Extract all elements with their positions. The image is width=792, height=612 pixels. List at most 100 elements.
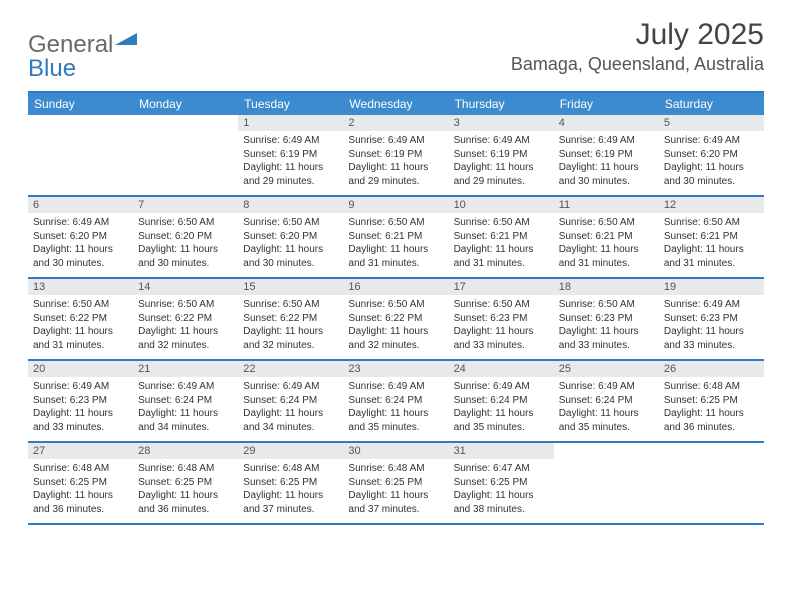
day-content: Sunrise: 6:49 AMSunset: 6:20 PMDaylight:… (28, 213, 133, 276)
sunset-line: Sunset: 6:23 PM (33, 394, 128, 408)
day-number: 22 (238, 361, 343, 377)
sunset-line: Sunset: 6:24 PM (243, 394, 338, 408)
day-cell: 5Sunrise: 6:49 AMSunset: 6:20 PMDaylight… (659, 115, 764, 195)
day-cell: 2Sunrise: 6:49 AMSunset: 6:19 PMDaylight… (343, 115, 448, 195)
day-number: 1 (238, 115, 343, 131)
day-content: Sunrise: 6:48 AMSunset: 6:25 PMDaylight:… (133, 459, 238, 522)
day-content: Sunrise: 6:49 AMSunset: 6:23 PMDaylight:… (28, 377, 133, 440)
daylight-line: Daylight: 11 hours and 31 minutes. (559, 243, 654, 270)
sunset-line: Sunset: 6:24 PM (454, 394, 549, 408)
week-row: 6Sunrise: 6:49 AMSunset: 6:20 PMDaylight… (28, 197, 764, 279)
day-cell: 12Sunrise: 6:50 AMSunset: 6:21 PMDayligh… (659, 197, 764, 277)
day-number: 31 (449, 443, 554, 459)
day-content: Sunrise: 6:49 AMSunset: 6:19 PMDaylight:… (238, 131, 343, 194)
day-number: 29 (238, 443, 343, 459)
daylight-line: Daylight: 11 hours and 30 minutes. (138, 243, 233, 270)
location-text: Bamaga, Queensland, Australia (511, 54, 764, 75)
sunrise-line: Sunrise: 6:50 AM (454, 216, 549, 230)
sunset-line: Sunset: 6:21 PM (559, 230, 654, 244)
day-content: Sunrise: 6:48 AMSunset: 6:25 PMDaylight:… (343, 459, 448, 522)
day-number (554, 443, 659, 459)
daylight-line: Daylight: 11 hours and 36 minutes. (33, 489, 128, 516)
day-number: 21 (133, 361, 238, 377)
sunset-line: Sunset: 6:19 PM (559, 148, 654, 162)
day-cell: 19Sunrise: 6:49 AMSunset: 6:23 PMDayligh… (659, 279, 764, 359)
sunrise-line: Sunrise: 6:49 AM (664, 298, 759, 312)
day-cell: 8Sunrise: 6:50 AMSunset: 6:20 PMDaylight… (238, 197, 343, 277)
daylight-line: Daylight: 11 hours and 37 minutes. (348, 489, 443, 516)
sunset-line: Sunset: 6:21 PM (454, 230, 549, 244)
daylight-line: Daylight: 11 hours and 31 minutes. (664, 243, 759, 270)
weekday-header: Sunday (28, 93, 133, 115)
day-cell: 10Sunrise: 6:50 AMSunset: 6:21 PMDayligh… (449, 197, 554, 277)
day-cell: 13Sunrise: 6:50 AMSunset: 6:22 PMDayligh… (28, 279, 133, 359)
logo-triangle-icon (115, 24, 137, 52)
day-cell: 23Sunrise: 6:49 AMSunset: 6:24 PMDayligh… (343, 361, 448, 441)
week-row: 20Sunrise: 6:49 AMSunset: 6:23 PMDayligh… (28, 361, 764, 443)
day-content: Sunrise: 6:50 AMSunset: 6:20 PMDaylight:… (238, 213, 343, 276)
day-cell: 27Sunrise: 6:48 AMSunset: 6:25 PMDayligh… (28, 443, 133, 523)
day-cell: 26Sunrise: 6:48 AMSunset: 6:25 PMDayligh… (659, 361, 764, 441)
day-content: Sunrise: 6:50 AMSunset: 6:23 PMDaylight:… (449, 295, 554, 358)
day-cell: 20Sunrise: 6:49 AMSunset: 6:23 PMDayligh… (28, 361, 133, 441)
weekday-header: Monday (133, 93, 238, 115)
day-cell: 7Sunrise: 6:50 AMSunset: 6:20 PMDaylight… (133, 197, 238, 277)
day-number: 26 (659, 361, 764, 377)
day-content: Sunrise: 6:49 AMSunset: 6:19 PMDaylight:… (554, 131, 659, 194)
sunrise-line: Sunrise: 6:49 AM (559, 134, 654, 148)
week-row: 27Sunrise: 6:48 AMSunset: 6:25 PMDayligh… (28, 443, 764, 525)
weekday-header: Friday (554, 93, 659, 115)
daylight-line: Daylight: 11 hours and 29 minutes. (348, 161, 443, 188)
sunrise-line: Sunrise: 6:48 AM (138, 462, 233, 476)
day-cell: 17Sunrise: 6:50 AMSunset: 6:23 PMDayligh… (449, 279, 554, 359)
daylight-line: Daylight: 11 hours and 30 minutes. (243, 243, 338, 270)
day-content: Sunrise: 6:48 AMSunset: 6:25 PMDaylight:… (659, 377, 764, 440)
sunrise-line: Sunrise: 6:50 AM (454, 298, 549, 312)
day-cell: 31Sunrise: 6:47 AMSunset: 6:25 PMDayligh… (449, 443, 554, 523)
day-cell (659, 443, 764, 523)
day-number: 5 (659, 115, 764, 131)
day-cell: 11 Sunrise: 6:50 AMSunset: 6:21 PMDayligh… (554, 197, 659, 277)
calendar-grid: SundayMondayTuesdayWednesdayThursdayFrid… (28, 91, 764, 525)
day-content: Sunrise: 6:50 AMSunset: 6:21 PMDaylight:… (449, 213, 554, 276)
weekday-header: Saturday (659, 93, 764, 115)
day-cell: 16Sunrise: 6:50 AMSunset: 6:22 PMDayligh… (343, 279, 448, 359)
day-content: Sunrise: 6:50 AMSunset: 6:21 PMDaylight:… (343, 213, 448, 276)
sunrise-line: Sunrise: 6:48 AM (243, 462, 338, 476)
day-number: 14 (133, 279, 238, 295)
day-cell: 14Sunrise: 6:50 AMSunset: 6:22 PMDayligh… (133, 279, 238, 359)
sunrise-line: Sunrise: 6:50 AM (559, 216, 654, 230)
daylight-line: Daylight: 11 hours and 29 minutes. (243, 161, 338, 188)
sunset-line: Sunset: 6:22 PM (138, 312, 233, 326)
daylight-line: Daylight: 11 hours and 36 minutes. (664, 407, 759, 434)
weeks-container: 1Sunrise: 6:49 AMSunset: 6:19 PMDaylight… (28, 115, 764, 525)
day-content: Sunrise: 6:49 AMSunset: 6:19 PMDaylight:… (449, 131, 554, 194)
day-content: Sunrise: 6:50 AMSunset: 6:22 PMDaylight:… (238, 295, 343, 358)
weekday-header: Thursday (449, 93, 554, 115)
day-number: 28 (133, 443, 238, 459)
day-content: Sunrise: 6:49 AMSunset: 6:20 PMDaylight:… (659, 131, 764, 194)
day-number: 10 (449, 197, 554, 213)
day-cell (28, 115, 133, 195)
daylight-line: Daylight: 11 hours and 35 minutes. (454, 407, 549, 434)
daylight-line: Daylight: 11 hours and 31 minutes. (348, 243, 443, 270)
daylight-line: Daylight: 11 hours and 33 minutes. (664, 325, 759, 352)
sunrise-line: Sunrise: 6:49 AM (33, 380, 128, 394)
daylight-line: Daylight: 11 hours and 37 minutes. (243, 489, 338, 516)
day-content: Sunrise: 6:49 AMSunset: 6:23 PMDaylight:… (659, 295, 764, 358)
day-number: 11 (554, 197, 659, 213)
logo-text-blue: Blue (28, 55, 76, 82)
day-number: 13 (28, 279, 133, 295)
day-cell: 30Sunrise: 6:48 AMSunset: 6:25 PMDayligh… (343, 443, 448, 523)
day-content: Sunrise: 6:50 AMSunset: 6:21 PMDaylight:… (659, 213, 764, 276)
sunset-line: Sunset: 6:23 PM (454, 312, 549, 326)
sunrise-line: Sunrise: 6:49 AM (454, 134, 549, 148)
sunrise-line: Sunrise: 6:50 AM (243, 298, 338, 312)
daylight-line: Daylight: 11 hours and 33 minutes. (559, 325, 654, 352)
day-number: 23 (343, 361, 448, 377)
sunrise-line: Sunrise: 6:50 AM (138, 298, 233, 312)
day-number: 4 (554, 115, 659, 131)
sunset-line: Sunset: 6:19 PM (243, 148, 338, 162)
week-row: 1Sunrise: 6:49 AMSunset: 6:19 PMDaylight… (28, 115, 764, 197)
daylight-line: Daylight: 11 hours and 29 minutes. (454, 161, 549, 188)
